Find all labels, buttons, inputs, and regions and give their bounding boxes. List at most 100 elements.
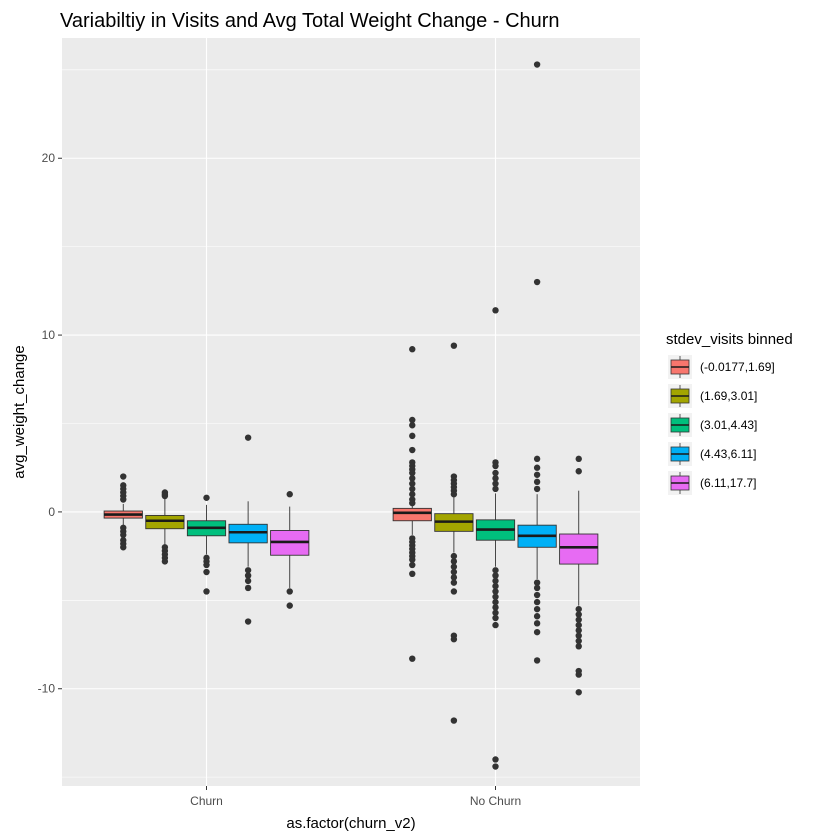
outlier-point [533, 657, 541, 664]
outlier-point [450, 588, 458, 595]
outlier-point [492, 307, 499, 314]
outlier-point [161, 492, 169, 500]
y-tick-label: 20 [42, 151, 56, 165]
outlier-point [409, 491, 416, 498]
outlier-point [492, 572, 499, 579]
box-group [517, 61, 557, 664]
outlier-point [450, 568, 458, 576]
legend-title: stdev_visits binned [666, 331, 793, 348]
x-tick-label: Churn [190, 794, 223, 808]
box-group [434, 342, 474, 724]
outlier-point [244, 577, 252, 585]
outlier-point [244, 572, 252, 579]
grid-lines [62, 38, 640, 786]
outlier-point [575, 616, 582, 623]
outlier-point [409, 561, 416, 569]
outlier-point [120, 531, 127, 539]
outlier-point [575, 671, 582, 678]
box-group [559, 455, 599, 696]
outlier-point [533, 591, 541, 599]
outlier-point [450, 717, 458, 724]
outlier-point [450, 491, 458, 498]
outlier-point [492, 593, 499, 600]
outlier-point [575, 621, 582, 629]
legend-label: (4.43,6.11] [700, 447, 756, 461]
outlier-point [161, 558, 169, 565]
outlier-point [533, 620, 541, 627]
outlier-point [575, 689, 582, 696]
outlier-point [244, 584, 252, 592]
chart-title: Variabiltiy in Visits and Avg Total Weig… [60, 10, 560, 32]
outlier-point [120, 544, 127, 551]
outlier-point [409, 346, 416, 353]
outlier-point [409, 422, 416, 429]
outlier-point [533, 61, 541, 68]
outlier-point [533, 628, 541, 636]
y-tick-label: -10 [38, 682, 56, 696]
outlier-point [409, 480, 416, 487]
box-group [270, 491, 310, 609]
outlier-point [533, 278, 541, 286]
box-group [186, 494, 227, 595]
legend-label: (1.69,3.01] [700, 389, 757, 403]
outlier-point [286, 588, 293, 595]
box-group [392, 346, 432, 662]
outlier-point [450, 579, 458, 586]
outlier-point [409, 446, 416, 454]
outlier-point [409, 655, 416, 662]
outlier-point [244, 618, 252, 625]
box-group [475, 307, 516, 770]
outlier-point [575, 627, 582, 634]
x-tick-label: No Churn [470, 794, 521, 808]
outlier-point [492, 462, 499, 470]
outlier-point [533, 464, 541, 471]
legend-item: (4.43,6.11] [668, 442, 756, 466]
outlier-point [533, 613, 541, 620]
outlier-point [533, 579, 541, 586]
outlier-point [492, 582, 499, 590]
outlier-point [492, 614, 499, 622]
outlier-point [409, 485, 416, 493]
x-axis-title: as.factor(churn_v2) [286, 815, 415, 832]
outlier-point [533, 471, 541, 478]
y-axis-title: avg_weight_change [11, 345, 28, 478]
outlier-point [492, 604, 499, 611]
legend: stdev_visits binned (-0.0177,1.69] (1.69,… [666, 331, 793, 495]
box-iqr [559, 533, 599, 565]
outlier-point [533, 485, 541, 493]
legend-label: (6.11,17.7] [700, 476, 756, 490]
legend-item: (1.69,3.01] [668, 384, 757, 408]
box-group [103, 473, 143, 551]
outlier-point [450, 558, 458, 565]
outlier-point [203, 561, 210, 569]
legend-label: (3.01,4.43] [700, 418, 757, 432]
outlier-point [492, 588, 499, 595]
outlier-point [286, 602, 293, 609]
outlier-point [203, 494, 210, 501]
outlier-point [492, 469, 499, 477]
box-iqr [145, 514, 185, 530]
outlier-point [533, 455, 541, 463]
outlier-point [492, 475, 499, 482]
outlier-point [244, 434, 252, 441]
outlier-point [575, 637, 582, 645]
legend-label: (-0.0177,1.69] [700, 360, 775, 374]
box-group [145, 489, 185, 565]
outlier-point [409, 556, 416, 563]
outlier-point [409, 416, 416, 424]
outlier-point [120, 473, 127, 480]
outlier-point [450, 552, 458, 560]
outlier-point [533, 584, 541, 592]
outlier-point [409, 432, 416, 440]
box-iqr [392, 507, 432, 522]
outlier-point [575, 605, 582, 613]
outlier-point [575, 455, 582, 463]
plot-panel [62, 38, 640, 786]
outlier-point [203, 588, 210, 595]
outlier-point [286, 491, 293, 498]
outlier-point [244, 567, 252, 574]
y-tick-label: 10 [42, 328, 56, 342]
outlier-point [575, 643, 582, 650]
outlier-point [492, 485, 499, 493]
